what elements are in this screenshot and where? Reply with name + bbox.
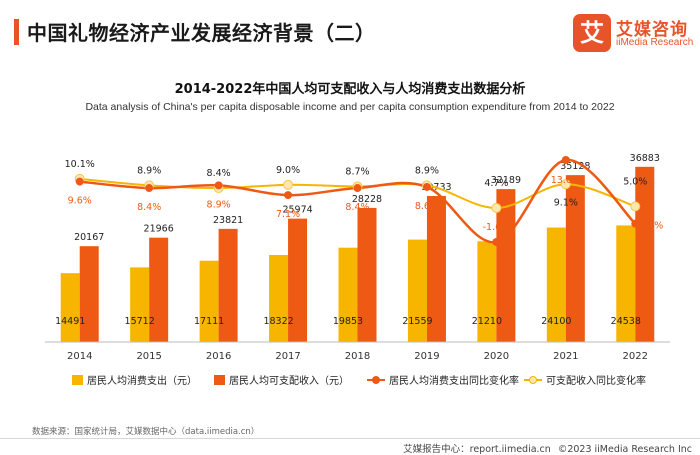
point-spend-rate-2014	[75, 177, 84, 186]
footer-copyright: ©2023 iiMedia Research Inc	[557, 444, 692, 455]
bar-income-2018	[357, 207, 377, 342]
legend-income-rate-swatch-dot	[529, 376, 537, 384]
label-income-rate-2020: 4.7%	[484, 178, 508, 189]
label-spend-rate-2016: 8.9%	[207, 199, 231, 210]
label-spend-rate-2018: 8.4%	[345, 202, 369, 213]
point-spend-rate-2019	[422, 182, 431, 191]
chart-title: 2014-2022年中国人均可支配收入与人均消费支出数据分析	[174, 82, 526, 97]
combo-chart: 14491 20167 2014 15712 21966 2015 17111 23821 20…	[45, 153, 670, 387]
label-income-rate-2015: 8.9%	[137, 165, 161, 176]
label-spend-2014: 14491	[55, 316, 85, 327]
label-income-rate-2018: 8.7%	[345, 166, 369, 177]
bar-income-2017	[288, 218, 308, 342]
point-spend-rate-2016	[214, 181, 223, 190]
label-income-2016: 23821	[213, 215, 243, 226]
label-spend-2017: 18322	[263, 316, 293, 327]
bar-spend-2016	[199, 260, 219, 342]
point-income-rate-2021	[560, 179, 571, 190]
bar-income-2015	[149, 237, 169, 342]
label-income-2020: 32189	[491, 175, 521, 186]
bar-spend-2021	[546, 227, 566, 342]
logo-name-en: iiMedia Research	[616, 37, 694, 48]
label-spend-2018: 19853	[333, 316, 363, 327]
legend-income-swatch	[214, 375, 225, 385]
x-tick-2018: 2018	[345, 351, 370, 362]
title-accent-bar	[14, 19, 19, 45]
legend-income-rate-label: 可支配收入同比变化率	[546, 374, 646, 387]
bar-spend-2014	[60, 273, 80, 342]
x-tick-2022: 2022	[623, 351, 648, 362]
legend-income-label: 居民人均可支配收入（元）	[229, 374, 349, 387]
point-spend-rate-2022	[631, 219, 640, 228]
legend-spend-rate-label: 居民人均消费支出同比变化率	[389, 374, 519, 387]
x-tick-2014: 2014	[67, 351, 92, 362]
bar-income-2022	[635, 166, 655, 342]
point-income-rate-2022	[630, 201, 641, 212]
footer: 艾媒报告中心：report.iimedia.cn ©2023 iiMedia R…	[399, 441, 692, 455]
bar-spend-2022	[616, 225, 636, 342]
point-spend-rate-2018	[353, 184, 362, 193]
label-spend-rate-2015: 8.4%	[137, 202, 161, 213]
bar-spend-2018	[338, 247, 358, 342]
footer-divider	[0, 438, 700, 439]
bar-income-2020	[496, 189, 516, 342]
bar-spend-2017	[269, 254, 289, 342]
x-tick-2017: 2017	[275, 351, 300, 362]
label-income-rate-2021: 9.1%	[554, 197, 578, 208]
label-income-2018: 28228	[352, 194, 382, 205]
point-income-rate-2017	[283, 179, 294, 190]
label-spend-2020: 21210	[472, 316, 502, 327]
point-spend-rate-2015	[145, 184, 154, 193]
label-spend-rate-2021: 13.6%	[551, 175, 581, 186]
label-income-2021: 35128	[560, 161, 590, 172]
label-income-rate-2022: 5.0%	[623, 176, 647, 187]
label-spend-2019: 21559	[402, 316, 432, 327]
legend-spend-label: 居民人均消费支出（元）	[87, 374, 197, 387]
label-spend-rate-2019: 8.6%	[415, 201, 439, 212]
bar-income-2019	[426, 196, 446, 342]
line-spend-rate	[79, 158, 637, 244]
bar-income-2014	[79, 246, 99, 342]
bar-spend-2019	[407, 239, 427, 342]
legend-spend-rate-swatch-dot	[372, 376, 380, 384]
x-tick-2020: 2020	[484, 351, 509, 362]
chart-subtitle: Data analysis of China's per capita disp…	[85, 101, 615, 113]
x-tick-2019: 2019	[414, 351, 439, 362]
label-income-2017: 25974	[282, 205, 312, 216]
point-spend-rate-2017	[284, 191, 293, 200]
point-spend-rate-2020	[492, 238, 501, 246]
label-spend-rate-2020: -1.6%	[483, 222, 511, 233]
bar-income-2021	[565, 175, 585, 342]
label-income-2022: 36883	[630, 153, 660, 164]
label-spend-2016: 17111	[194, 316, 224, 327]
point-income-rate-2020	[491, 203, 502, 214]
label-income-2014: 20167	[74, 232, 104, 243]
x-tick-2021: 2021	[553, 351, 578, 362]
footer-platform: 艾媒报告中心：report.iimedia.cn	[403, 444, 551, 455]
point-spend-rate-2021	[561, 156, 570, 164]
logo-mark: 艾	[573, 14, 611, 52]
data-source: 数据来源：国家统计局，艾媒数据中心（data.iimedia.cn）	[32, 427, 260, 437]
page-title: 中国礼物经济产业发展经济背景（二）	[27, 21, 376, 45]
label-income-rate-2014: 10.1%	[65, 159, 95, 170]
bar-spend-2020	[477, 241, 497, 342]
label-income-2015: 21966	[144, 224, 174, 235]
label-spend-rate-2014: 9.6%	[68, 196, 92, 207]
label-spend-2021: 24100	[541, 316, 571, 327]
label-spend-rate-2017: 7.1%	[276, 209, 300, 220]
brand-logo: 艾 艾媒咨询 iiMedia Research	[573, 14, 693, 54]
label-spend-2022: 24538	[611, 316, 641, 327]
label-income-rate-2016: 8.4%	[207, 168, 231, 179]
label-income-rate-2017: 9.0%	[276, 165, 300, 176]
legend-spend-swatch	[72, 375, 83, 385]
x-tick-2016: 2016	[206, 351, 231, 362]
label-spend-2015: 15712	[125, 316, 155, 327]
label-income-rate-2019: 8.9%	[415, 165, 439, 176]
logo-name: 艾媒咨询	[616, 20, 688, 40]
label-spend-rate-2022: 1.8%	[639, 221, 663, 232]
bar-income-2016	[218, 228, 238, 342]
x-tick-2015: 2015	[136, 351, 161, 362]
bar-spend-2015	[130, 267, 150, 342]
